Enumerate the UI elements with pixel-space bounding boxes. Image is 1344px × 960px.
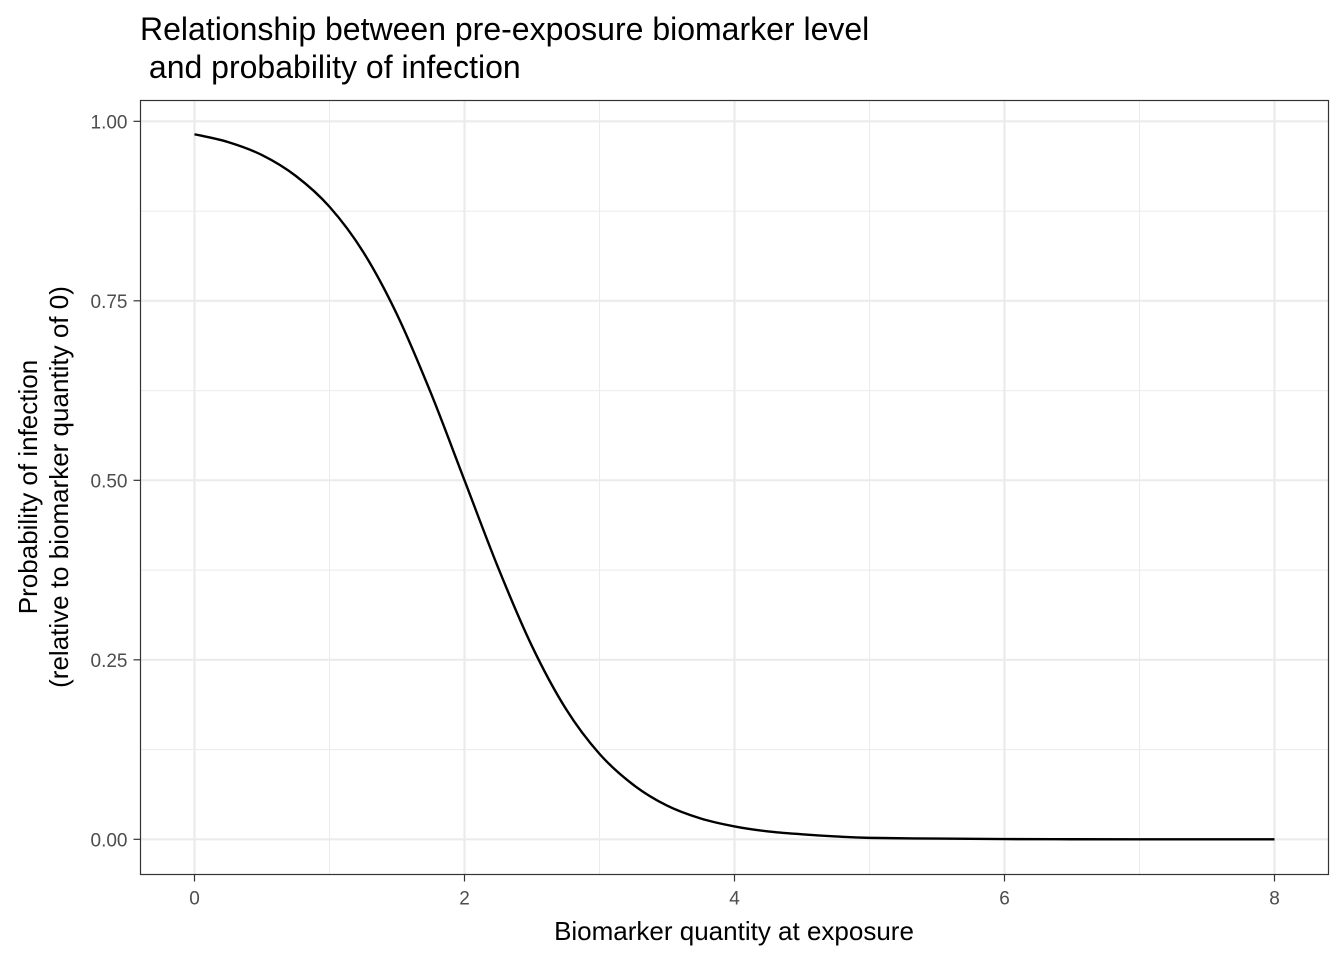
y-tick-label: 0.25 (91, 651, 128, 672)
y-tick-label: 0.50 (91, 471, 128, 492)
x-tick-label: 8 (1269, 889, 1280, 910)
x-tick-label: 2 (459, 889, 470, 910)
y-tick-label: 1.00 (91, 112, 128, 133)
chart-title-line-2: and probability of infection (140, 49, 521, 85)
x-axis: 0 2 4 6 8 (189, 874, 1280, 910)
y-axis-title: Probability of infection (relative to bi… (13, 286, 74, 688)
x-tick-label: 4 (729, 889, 740, 910)
series-line-0 (194, 133, 1275, 841)
y-tick-label: 0.00 (91, 830, 128, 851)
y-axis-title-line-2: (relative to biomarker quantity of 0) (44, 286, 74, 688)
x-tick-label: 6 (999, 889, 1010, 910)
x-tick-label: 0 (189, 889, 200, 910)
y-axis-title-line-1: Probability of infection (13, 360, 43, 614)
chart-title-line-1: Relationship between pre-exposure biomar… (140, 11, 869, 47)
chart-title: Relationship between pre-exposure biomar… (140, 11, 869, 85)
y-tick-label: 0.75 (91, 292, 128, 313)
y-axis: 0.00 0.25 0.50 0.75 1.00 (91, 112, 141, 851)
series-layer (194, 133, 1275, 841)
x-axis-title: Biomarker quantity at exposure (554, 916, 914, 946)
